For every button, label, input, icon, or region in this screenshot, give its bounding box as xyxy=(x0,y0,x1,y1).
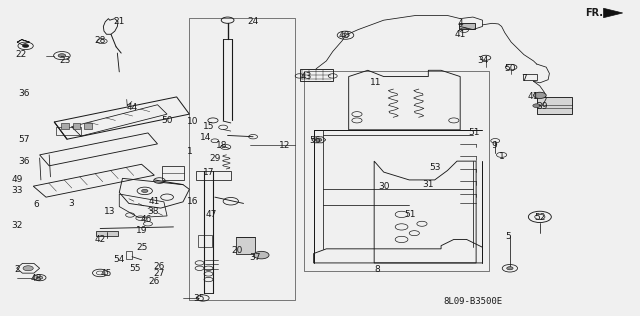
Text: 56: 56 xyxy=(309,136,321,145)
Text: 12: 12 xyxy=(279,141,291,150)
Bar xyxy=(125,251,132,259)
Text: 1: 1 xyxy=(499,152,504,161)
Text: 34: 34 xyxy=(477,56,488,65)
Text: 4: 4 xyxy=(458,19,463,28)
Bar xyxy=(56,127,81,136)
Text: 50: 50 xyxy=(161,116,173,125)
Text: 8L09-B3500E: 8L09-B3500E xyxy=(444,297,502,306)
Text: 52: 52 xyxy=(534,213,545,222)
Bar xyxy=(96,231,118,236)
Text: 36: 36 xyxy=(18,157,29,166)
Bar xyxy=(236,237,255,254)
Text: 33: 33 xyxy=(12,186,23,195)
Text: 36: 36 xyxy=(18,89,29,98)
Circle shape xyxy=(58,54,66,58)
Text: 22: 22 xyxy=(15,50,26,59)
Bar xyxy=(84,123,92,129)
Circle shape xyxy=(141,189,148,192)
Text: 1: 1 xyxy=(186,147,192,156)
Text: 10: 10 xyxy=(187,118,198,126)
Polygon shape xyxy=(604,8,623,18)
Bar xyxy=(61,123,69,129)
Circle shape xyxy=(534,92,546,99)
Circle shape xyxy=(36,276,43,279)
Text: 16: 16 xyxy=(187,198,198,206)
Text: 21: 21 xyxy=(113,17,125,26)
Bar xyxy=(300,69,333,81)
Text: 3: 3 xyxy=(68,199,74,208)
Circle shape xyxy=(22,44,29,47)
Bar xyxy=(459,23,475,29)
Text: 48: 48 xyxy=(31,274,42,283)
Text: 46: 46 xyxy=(141,215,152,224)
Text: 51: 51 xyxy=(468,128,480,137)
Text: 40: 40 xyxy=(339,31,350,40)
Text: 38: 38 xyxy=(147,207,159,216)
Text: 45: 45 xyxy=(101,270,112,278)
Text: 41: 41 xyxy=(528,92,539,101)
Bar xyxy=(196,171,231,180)
Circle shape xyxy=(316,138,322,141)
Bar xyxy=(73,123,81,129)
Text: 7: 7 xyxy=(521,74,527,82)
Text: 5: 5 xyxy=(505,232,511,241)
Text: 13: 13 xyxy=(104,207,115,216)
Text: 30: 30 xyxy=(378,182,390,191)
Text: 31: 31 xyxy=(422,180,434,189)
Text: 28: 28 xyxy=(95,36,106,45)
Text: 42: 42 xyxy=(95,235,106,244)
Text: 14: 14 xyxy=(200,133,211,142)
Text: 41: 41 xyxy=(148,198,160,206)
Bar xyxy=(162,166,184,180)
Text: 17: 17 xyxy=(203,167,214,177)
Text: 29: 29 xyxy=(209,154,221,162)
Bar xyxy=(537,97,572,114)
Bar xyxy=(198,235,212,247)
Text: 51: 51 xyxy=(404,210,416,219)
Text: 44: 44 xyxy=(126,103,138,112)
Text: 8: 8 xyxy=(374,265,380,274)
Text: 41: 41 xyxy=(454,30,466,39)
Text: 54: 54 xyxy=(113,255,125,264)
Text: 50: 50 xyxy=(504,64,516,73)
Text: 35: 35 xyxy=(193,295,205,303)
Text: 26: 26 xyxy=(154,262,165,270)
Text: 19: 19 xyxy=(136,226,147,234)
Bar xyxy=(304,71,489,271)
Bar xyxy=(189,18,294,300)
Text: 25: 25 xyxy=(136,243,147,252)
Circle shape xyxy=(23,266,33,271)
Text: 6: 6 xyxy=(33,200,39,210)
Text: 32: 32 xyxy=(12,221,23,230)
Text: 24: 24 xyxy=(248,17,259,26)
Text: 53: 53 xyxy=(429,163,440,172)
Text: 55: 55 xyxy=(129,264,141,273)
Text: 18: 18 xyxy=(216,141,227,150)
Bar xyxy=(523,74,537,80)
Text: FR.: FR. xyxy=(585,8,603,18)
Text: 2: 2 xyxy=(15,265,20,274)
Text: 37: 37 xyxy=(249,253,260,262)
Circle shape xyxy=(533,104,540,107)
Text: 26: 26 xyxy=(148,277,160,286)
Text: 15: 15 xyxy=(203,122,214,131)
Text: 39: 39 xyxy=(536,102,547,111)
Text: 57: 57 xyxy=(18,135,29,144)
Text: 23: 23 xyxy=(60,56,71,65)
Text: 20: 20 xyxy=(232,246,243,255)
Text: 27: 27 xyxy=(154,270,165,278)
Circle shape xyxy=(507,267,513,270)
Text: 43: 43 xyxy=(300,72,312,81)
Text: 11: 11 xyxy=(371,78,382,87)
Text: 49: 49 xyxy=(12,175,23,185)
Text: 47: 47 xyxy=(206,210,218,219)
Text: 9: 9 xyxy=(491,141,497,150)
Circle shape xyxy=(253,251,269,259)
